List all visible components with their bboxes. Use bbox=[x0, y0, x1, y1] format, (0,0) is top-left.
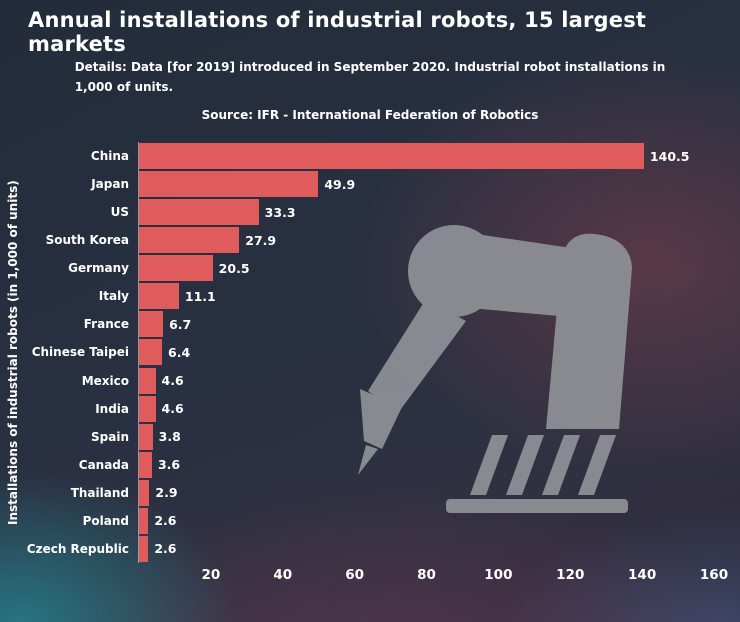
bar bbox=[139, 199, 259, 226]
bar-row: Poland 2.6 bbox=[24, 506, 740, 535]
value-label: 4.6 bbox=[161, 373, 184, 389]
bar bbox=[139, 535, 149, 562]
category-label: Mexico bbox=[81, 373, 129, 388]
details-line-2: 1,000 of units. bbox=[74, 79, 174, 94]
details-line-1: Details: Data [for 2019] introduced in S… bbox=[74, 60, 666, 74]
bar bbox=[139, 227, 240, 254]
bar-row: France 6.7 bbox=[24, 310, 740, 339]
category-label: Italy bbox=[98, 289, 129, 304]
bar-row: Spain 3.8 bbox=[24, 422, 740, 451]
bar-track: 11.1 bbox=[138, 282, 740, 311]
bar-row: China 140.5 bbox=[24, 142, 740, 171]
value-label: 3.8 bbox=[158, 429, 181, 445]
value-label: 4.6 bbox=[161, 401, 184, 417]
bar-row: Chinese Taipei 6.4 bbox=[24, 338, 740, 367]
category-label: Czech Republic bbox=[26, 541, 129, 556]
bar-track: 4.6 bbox=[138, 366, 740, 395]
y-axis-label: Installations of industrial robots (in 1… bbox=[6, 180, 20, 525]
category-label: China bbox=[90, 149, 129, 164]
bar bbox=[139, 311, 164, 338]
bar-track: 2.6 bbox=[138, 534, 740, 563]
bar bbox=[139, 143, 644, 170]
bar-row: Canada 3.6 bbox=[24, 450, 740, 479]
bar bbox=[139, 451, 152, 478]
x-tick-label: 80 bbox=[417, 567, 436, 583]
bar-track: 4.6 bbox=[138, 394, 740, 423]
category-label: India bbox=[95, 401, 129, 416]
x-tick-label: 140 bbox=[628, 567, 657, 583]
bar-track: 2.9 bbox=[138, 478, 740, 507]
bar-row: Czech Republic 2.6 bbox=[24, 534, 740, 563]
category-label: US bbox=[110, 205, 129, 220]
bar-track: 27.9 bbox=[138, 226, 740, 255]
bar bbox=[139, 283, 179, 310]
value-label: 33.3 bbox=[264, 204, 296, 220]
category-label: Poland bbox=[82, 513, 129, 528]
bar bbox=[139, 423, 153, 450]
x-tick-label: 60 bbox=[345, 567, 365, 583]
value-label: 49.9 bbox=[324, 176, 356, 192]
bar-track: 3.8 bbox=[138, 422, 740, 451]
x-tick-label: 120 bbox=[556, 567, 585, 583]
category-label: Thailand bbox=[70, 485, 129, 500]
bar-track: 6.7 bbox=[138, 310, 740, 339]
category-label: Chinese Taipei bbox=[31, 345, 129, 360]
bar-row: Germany 20.5 bbox=[24, 254, 740, 283]
value-label: 20.5 bbox=[218, 260, 250, 276]
bar-rows: China 140.5 Japan 49.9 US 33.3 South Korea 27.9… bbox=[24, 142, 740, 563]
category-label: Germany bbox=[68, 261, 129, 276]
bar bbox=[139, 507, 149, 534]
category-label: Spain bbox=[91, 429, 129, 444]
bar-row: US 33.3 bbox=[24, 198, 740, 227]
category-label: Canada bbox=[78, 457, 129, 472]
bar-track: 140.5 bbox=[138, 142, 740, 171]
bar-row: South Korea 27.9 bbox=[24, 226, 740, 255]
value-label: 140.5 bbox=[649, 148, 690, 164]
x-tick-label: 160 bbox=[699, 567, 729, 583]
category-label: France bbox=[83, 317, 129, 332]
chart-title: Annual installations of industrial robot… bbox=[28, 8, 647, 56]
x-axis-ticks: 20 40 60 80 100 120 140 160 bbox=[139, 567, 728, 589]
value-label: 27.9 bbox=[245, 232, 277, 248]
value-label: 3.6 bbox=[157, 457, 181, 473]
bar-row: India 4.6 bbox=[24, 394, 740, 423]
value-label: 2.6 bbox=[154, 513, 177, 529]
bar-row: Italy 11.1 bbox=[24, 282, 740, 311]
x-tick-label: 40 bbox=[273, 567, 293, 583]
bar bbox=[139, 339, 162, 366]
value-label: 2.6 bbox=[154, 541, 177, 557]
bar bbox=[139, 479, 150, 506]
value-label: 11.1 bbox=[184, 288, 216, 304]
bar-track: 20.5 bbox=[138, 254, 740, 283]
bar-track: 49.9 bbox=[138, 170, 740, 199]
category-label: Japan bbox=[91, 177, 129, 192]
bar-track: 6.4 bbox=[138, 338, 740, 367]
bar-row: Japan 49.9 bbox=[24, 170, 740, 199]
bar-track: 2.6 bbox=[138, 506, 740, 535]
bar-row: Mexico 4.6 bbox=[24, 366, 740, 395]
bar-row: Thailand 2.9 bbox=[24, 478, 740, 507]
bar-track: 33.3 bbox=[138, 198, 740, 227]
chart-details: Details: Data [for 2019] introduced in S… bbox=[0, 58, 740, 98]
source-caption: Source: IFR - International Federation o… bbox=[201, 108, 539, 122]
bar bbox=[139, 171, 319, 198]
value-label: 2.9 bbox=[155, 485, 178, 501]
bar-track: 3.6 bbox=[138, 450, 740, 479]
value-label: 6.7 bbox=[169, 316, 192, 332]
bar bbox=[139, 255, 213, 282]
x-tick-label: 20 bbox=[201, 567, 221, 583]
category-label: South Korea bbox=[45, 233, 129, 248]
value-label: 6.4 bbox=[168, 344, 191, 360]
x-tick-label: 100 bbox=[484, 567, 513, 583]
bar bbox=[139, 395, 156, 422]
robot-arm-graphic bbox=[358, 225, 632, 513]
bar bbox=[139, 367, 156, 394]
